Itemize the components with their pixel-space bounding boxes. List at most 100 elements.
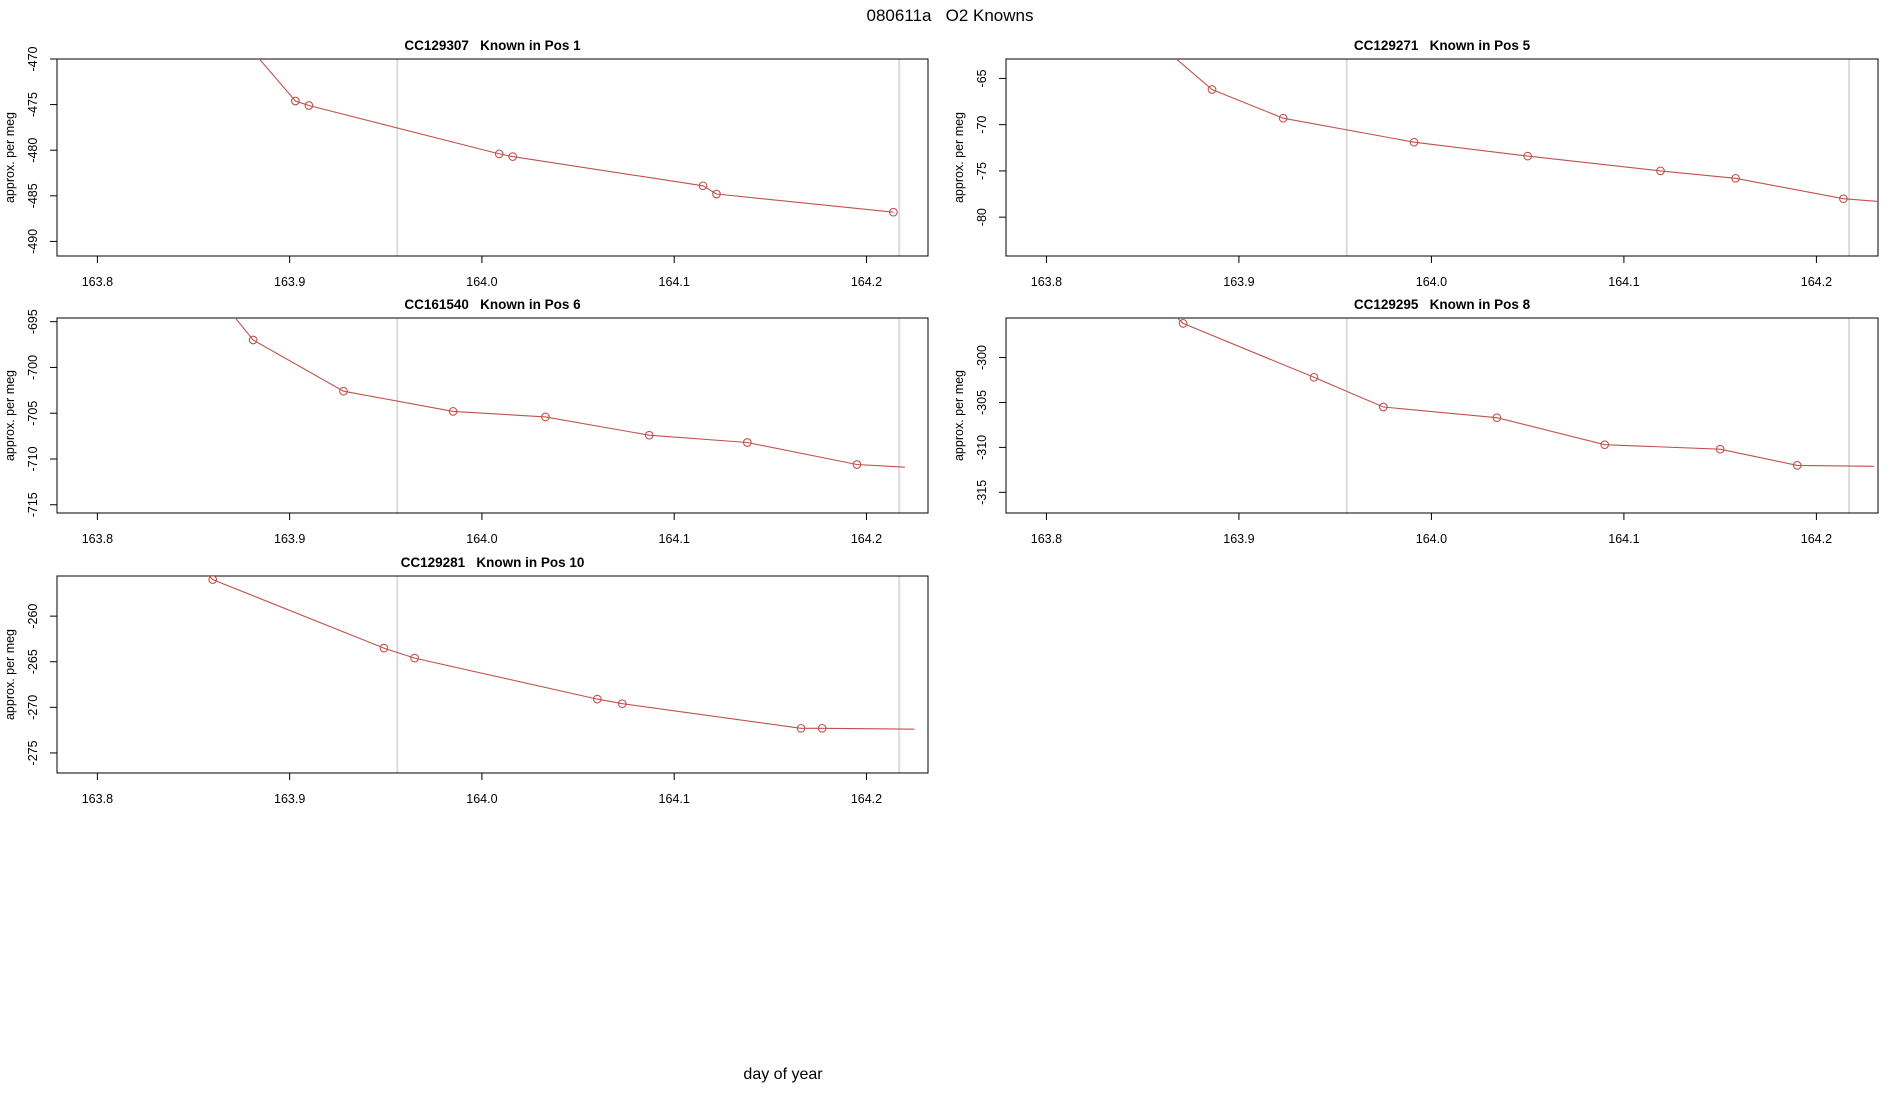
data-point [379, 643, 389, 653]
data-point [1656, 166, 1665, 176]
x-tick-label: 163.9 [274, 792, 305, 806]
y-tick-label: -695 [26, 309, 40, 334]
plot-box [1005, 58, 1879, 257]
y-tick-label: -260 [26, 604, 40, 629]
data-point [304, 101, 314, 110]
series-group [1176, 318, 1875, 470]
y-tick-label: -715 [26, 492, 40, 517]
x-tick-label: 163.9 [1223, 532, 1254, 546]
y-tick-label: -475 [26, 92, 40, 117]
data-point [1309, 372, 1319, 382]
x-tick-label: 164.0 [1416, 275, 1447, 289]
x-tick-label: 164.0 [466, 792, 497, 806]
y-axis-label: approx. per meg [952, 112, 966, 203]
data-point [1492, 413, 1502, 423]
plot-title: CC129295 Known in Pos 8 [1354, 297, 1531, 312]
y-tick-label: -700 [26, 355, 40, 380]
data-point [1207, 85, 1217, 94]
data-point [494, 149, 504, 159]
series-line [258, 59, 894, 213]
data-point [617, 699, 627, 709]
data-point [712, 189, 721, 199]
x-tick-label: 164.0 [466, 532, 497, 546]
y-tick-label: -70 [975, 116, 989, 134]
data-point [448, 407, 458, 416]
series-group [234, 318, 905, 469]
x-tick-label: 163.8 [1031, 275, 1062, 289]
main-title: 080611a O2 Knowns [866, 6, 1034, 25]
data-point [248, 335, 258, 345]
data-point [1839, 194, 1848, 204]
y-tick-label: -310 [975, 435, 989, 460]
series-line [208, 576, 915, 730]
x-tick-label: 164.1 [1608, 532, 1639, 546]
data-point [1409, 137, 1419, 147]
subplot-CC161540: 163.8 163.9 164.0 164.1 164.2 -695 -700 -705 -71… [3, 297, 929, 546]
data-point [1600, 440, 1610, 450]
series-line [234, 318, 905, 468]
plot-title: CC129307 Known in Pos 1 [404, 38, 581, 53]
x-tick-label: 164.1 [1608, 275, 1639, 289]
data-point [817, 723, 827, 733]
data-point [508, 152, 518, 161]
series-line [1175, 59, 1878, 202]
subplot-CC129271: 163.8 163.9 164.0 164.1 164.2 -65 -70 -75 -80 app… [952, 38, 1879, 289]
data-point [1715, 444, 1725, 454]
series-group [1175, 59, 1878, 204]
x-tick-label: 164.1 [659, 792, 690, 806]
y-tick-label: -710 [26, 446, 40, 471]
plot-title: CC129281 Known in Pos 10 [401, 555, 585, 570]
data-point [852, 460, 862, 469]
y-axis-label: approx. per meg [3, 629, 17, 720]
x-tick-label: 163.8 [82, 532, 113, 546]
series-group [208, 576, 915, 733]
subplot-CC129295: 163.8 163.9 164.0 164.1 164.2 -300 -305 -310 -31… [952, 297, 1879, 546]
y-tick-label: -265 [26, 649, 40, 674]
x-tick-label: 164.0 [1416, 532, 1447, 546]
y-tick-label: -270 [26, 695, 40, 720]
x-tick-label: 164.1 [659, 275, 690, 289]
x-tick-label: 164.2 [1801, 275, 1832, 289]
plot-box [56, 575, 929, 774]
data-point [291, 96, 300, 106]
data-point [1178, 319, 1188, 328]
x-tick-label: 164.0 [466, 275, 497, 289]
y-axis-label: approx. per meg [3, 370, 17, 461]
data-point [742, 438, 752, 447]
series-line [1176, 318, 1875, 467]
x-tick-label: 163.9 [274, 532, 305, 546]
y-tick-label: -80 [975, 208, 989, 226]
plot-box [56, 317, 929, 514]
data-point [339, 386, 348, 396]
y-tick-label: -275 [26, 740, 40, 765]
x-tick-label: 164.2 [851, 532, 882, 546]
y-tick-label: -75 [975, 162, 989, 180]
plot-title: CC161540 Known in Pos 6 [404, 297, 581, 312]
x-tick-label: 163.8 [1031, 532, 1062, 546]
data-point [410, 653, 419, 663]
data-point [796, 723, 806, 733]
y-axis-label: approx. per meg [3, 112, 17, 203]
x-tick-label: 163.8 [82, 792, 113, 806]
subplot-CC129307: 163.8 163.9 164.0 164.1 164.2 -470 -475 -480 -48… [3, 38, 929, 289]
y-tick-label: -315 [975, 480, 989, 505]
plot-box [1005, 317, 1879, 514]
y-tick-label: -485 [26, 183, 40, 208]
x-tick-label: 164.2 [851, 792, 882, 806]
y-tick-label: -490 [26, 229, 40, 254]
plot-box [56, 58, 929, 257]
data-point [644, 430, 654, 440]
y-tick-label: -65 [975, 69, 989, 87]
data-point [889, 207, 898, 217]
y-tick-label: -305 [975, 390, 989, 415]
y-tick-label: -300 [975, 345, 989, 370]
plot-title: CC129271 Known in Pos 5 [1354, 38, 1531, 53]
y-tick-label: -470 [26, 46, 40, 71]
data-point [1792, 461, 1802, 470]
data-point [1523, 151, 1533, 161]
data-point [698, 181, 708, 191]
data-point [1378, 402, 1388, 412]
x-axis-shared-label: day of year [743, 1066, 823, 1083]
